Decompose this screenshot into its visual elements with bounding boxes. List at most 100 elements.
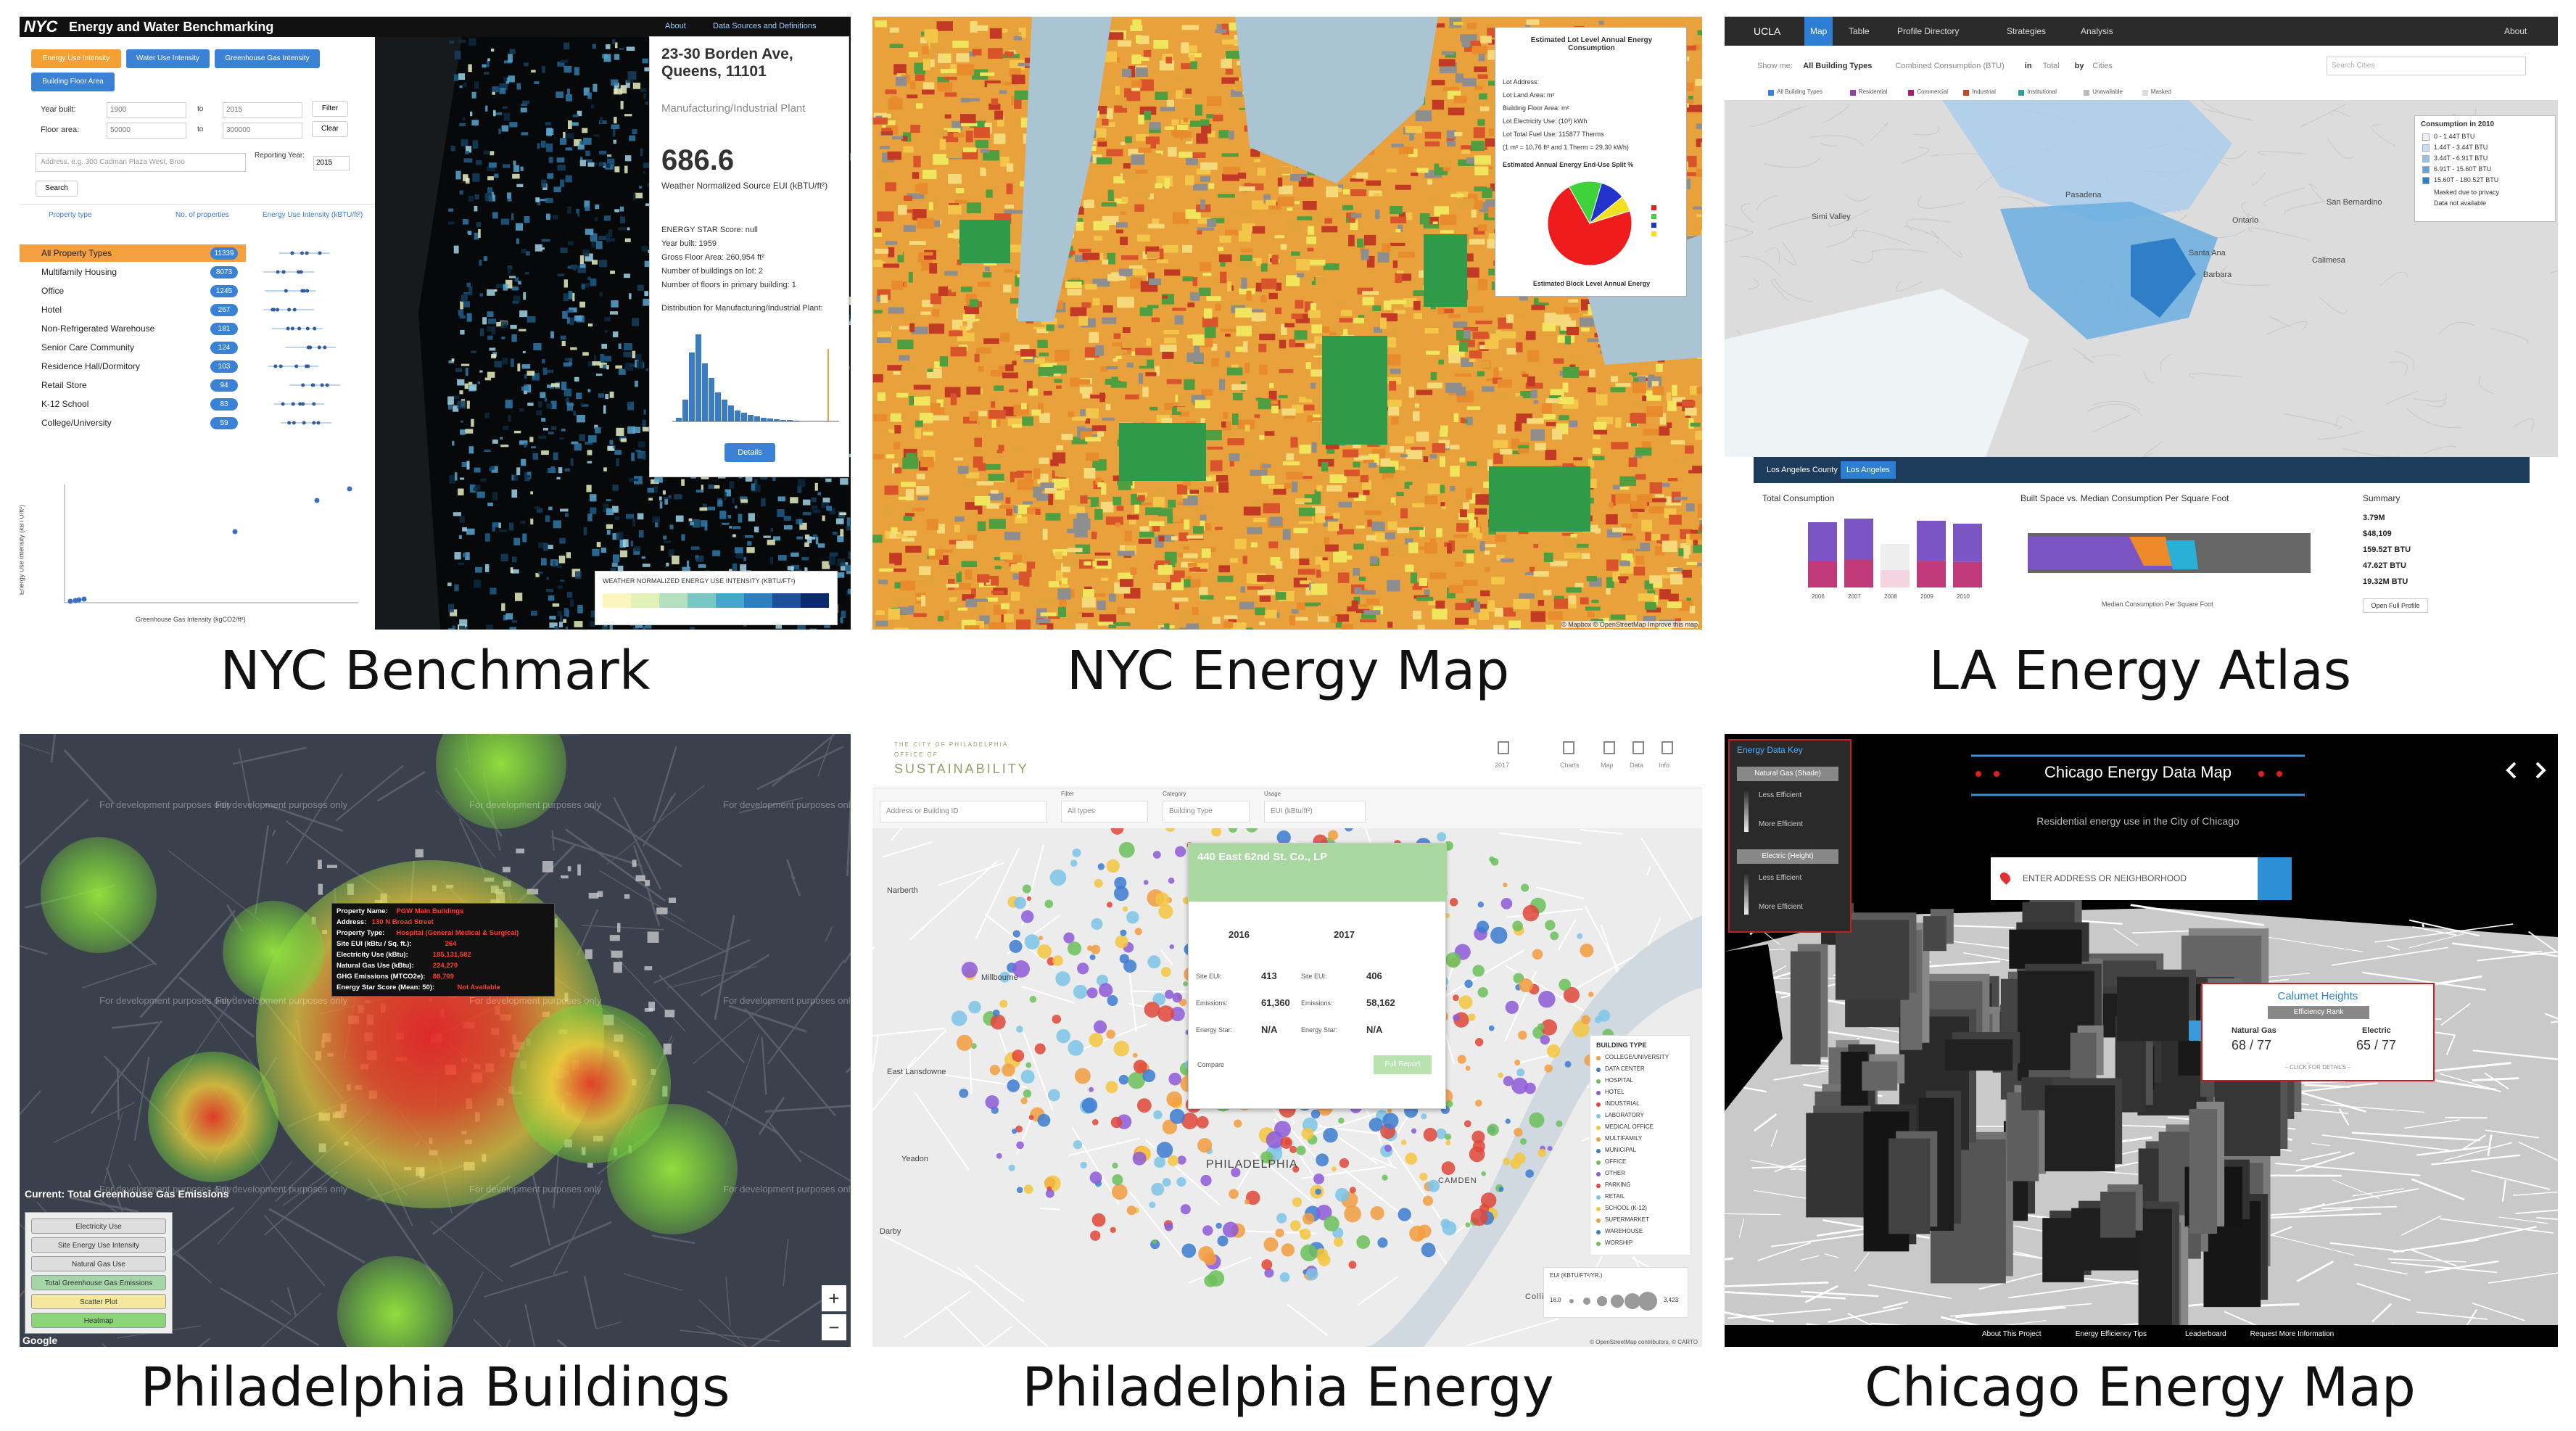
property-type[interactable]: All Property Types bbox=[41, 248, 112, 258]
layer-button[interactable]: Natural Gas Use bbox=[31, 1256, 166, 1271]
filter-text[interactable]: in bbox=[2024, 62, 2032, 70]
building bbox=[587, 450, 593, 455]
building bbox=[503, 112, 511, 121]
building bbox=[669, 524, 674, 529]
building bbox=[645, 102, 648, 105]
lot bbox=[1545, 398, 1562, 404]
chip[interactable]: Unavailable bbox=[2092, 88, 2123, 95]
layer-button[interactable]: Site Energy Use Intensity bbox=[31, 1237, 166, 1253]
layer-button[interactable]: Total Greenhouse Gas Emissions bbox=[31, 1275, 166, 1290]
lot bbox=[1409, 129, 1414, 141]
lot bbox=[1424, 589, 1430, 596]
tab[interactable]: Los Angeles bbox=[1841, 461, 1896, 479]
lot bbox=[1171, 536, 1178, 541]
lot bbox=[1469, 358, 1476, 362]
terrain bbox=[2414, 393, 2447, 402]
property-type[interactable]: K-12 School bbox=[41, 399, 89, 409]
input[interactable]: 300000 bbox=[223, 123, 302, 139]
button[interactable]: Search bbox=[36, 181, 78, 197]
button[interactable]: Open Full Profile bbox=[2363, 598, 2428, 613]
building bbox=[579, 301, 585, 308]
lot bbox=[1646, 533, 1661, 540]
layer-button[interactable]: Heatmap bbox=[31, 1313, 166, 1328]
place-label: Ontario bbox=[2232, 216, 2259, 225]
lot bbox=[1545, 450, 1557, 461]
details-button[interactable]: Details bbox=[724, 443, 775, 462]
lot bbox=[1325, 441, 1339, 450]
nav-item[interactable]: Strategies bbox=[2007, 26, 2047, 36]
chip[interactable]: All Building Types bbox=[1777, 88, 1822, 95]
lot bbox=[1202, 523, 1211, 531]
chip[interactable]: Institutional bbox=[2027, 88, 2057, 95]
lot bbox=[1627, 543, 1635, 556]
layer-button[interactable]: Scatter Plot bbox=[31, 1294, 166, 1309]
filter-text[interactable]: by bbox=[2074, 62, 2084, 70]
search-input[interactable]: Search Cities bbox=[2327, 57, 2526, 75]
hist-bar bbox=[787, 420, 793, 421]
lot bbox=[1311, 506, 1326, 514]
header-link[interactable]: About bbox=[665, 22, 686, 30]
nav-item[interactable]: Profile Directory bbox=[1897, 26, 1960, 36]
nav-item[interactable]: Table bbox=[1849, 26, 1870, 36]
input[interactable]: 2015 bbox=[223, 102, 302, 118]
lot bbox=[1185, 88, 1192, 94]
lot bbox=[1058, 289, 1065, 294]
building bbox=[469, 384, 477, 391]
zoom-button[interactable]: + bbox=[822, 1285, 846, 1311]
chip[interactable]: Commercial bbox=[1917, 88, 1949, 95]
tab[interactable]: Los Angeles County bbox=[1767, 466, 1838, 474]
building bbox=[663, 1043, 672, 1055]
property-type[interactable]: Multifamily Housing bbox=[41, 267, 117, 277]
tab-button[interactable]: Water Use Intensity bbox=[126, 49, 210, 68]
chip[interactable]: Residential bbox=[1858, 88, 1888, 95]
building bbox=[579, 255, 585, 264]
lot bbox=[1186, 334, 1195, 339]
nav-item[interactable]: About bbox=[2504, 26, 2527, 36]
lot bbox=[1125, 136, 1132, 144]
header-link[interactable]: Data Sources and Definitions bbox=[713, 22, 817, 30]
property-type[interactable]: Residence Hall/Dormitory bbox=[41, 361, 141, 371]
zoom-button[interactable]: − bbox=[822, 1314, 846, 1340]
property-type[interactable]: Hotel bbox=[41, 305, 62, 315]
property-type[interactable]: Senior Care Community bbox=[41, 342, 135, 352]
select[interactable]: 2015 bbox=[313, 156, 350, 170]
lot bbox=[1439, 158, 1450, 168]
chip[interactable]: Masked bbox=[2150, 88, 2171, 95]
input[interactable]: 1900 bbox=[107, 102, 186, 118]
chip[interactable]: Industrial bbox=[1972, 88, 1996, 95]
lot bbox=[1178, 393, 1192, 405]
building bbox=[617, 565, 624, 574]
nav-item[interactable]: Map bbox=[1804, 17, 1833, 46]
property-type[interactable]: Office bbox=[41, 286, 65, 296]
building bbox=[839, 512, 847, 516]
lot bbox=[954, 524, 960, 532]
building bbox=[587, 435, 597, 443]
building bbox=[450, 145, 455, 152]
lot bbox=[1014, 90, 1028, 100]
lot bbox=[1249, 309, 1264, 313]
building bbox=[577, 414, 585, 423]
property-type[interactable]: Non-Refrigerated Warehouse bbox=[41, 323, 155, 334]
lot bbox=[1387, 580, 1400, 592]
building bbox=[832, 532, 838, 535]
terrain bbox=[2335, 416, 2353, 428]
filter-text[interactable]: All Building Types bbox=[1803, 62, 1873, 70]
building bbox=[541, 179, 547, 188]
address-input[interactable]: Address, e.g. 300 Cadman Plaza West, Bro… bbox=[36, 153, 246, 172]
property-type[interactable]: College/University bbox=[41, 418, 112, 428]
tab-button[interactable]: Energy Use Intensity bbox=[31, 49, 121, 68]
tab-button[interactable]: Building Floor Area bbox=[31, 73, 115, 91]
input[interactable]: 50000 bbox=[107, 123, 186, 139]
building bbox=[490, 587, 497, 595]
lot bbox=[1637, 376, 1646, 386]
tab-button[interactable]: Greenhouse Gas Intensity bbox=[215, 49, 320, 68]
building bbox=[500, 321, 508, 329]
building bbox=[466, 400, 470, 409]
button[interactable]: Clear bbox=[312, 121, 348, 137]
layer-button[interactable]: Electricity Use bbox=[31, 1218, 166, 1234]
property-type[interactable]: Retail Store bbox=[41, 380, 87, 390]
nav-item[interactable]: Analysis bbox=[2081, 26, 2113, 36]
lot bbox=[1348, 215, 1355, 223]
button[interactable]: Filter bbox=[312, 101, 348, 117]
